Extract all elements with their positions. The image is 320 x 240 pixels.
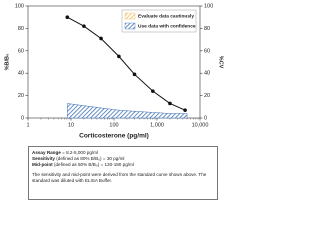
note-row: Sensitivity (defined as 80% B/B₀) = 30 p…	[32, 156, 214, 162]
legend-box	[121, 9, 197, 33]
note-label: Assay Range	[32, 150, 61, 155]
data-point	[151, 89, 155, 93]
x-tick-label: 10,000	[192, 122, 209, 128]
y-tick-label: 80	[18, 26, 24, 32]
y2-tick-label: 60	[204, 48, 210, 54]
x-tick-label: 100	[109, 122, 118, 128]
legend-label: Use data with confidence	[138, 23, 196, 29]
note-label: Mid-point	[32, 162, 53, 167]
y2-tick-label: 0	[204, 115, 207, 121]
notes-box: Assay Range = 8.2-5,000 pg/ml Sensitivit…	[28, 146, 218, 200]
curve	[67, 16, 186, 111]
x-tick-label: 10	[68, 122, 74, 128]
x-tick-label: 1,000	[150, 122, 164, 128]
y-tick-label: 40	[18, 71, 24, 77]
y2-tick-label: 80	[204, 26, 210, 32]
y2-tick-label: 100	[204, 3, 213, 9]
y-tick-label: 100	[15, 3, 24, 9]
data-point	[132, 72, 137, 77]
data-point	[99, 36, 103, 41]
y2-tick-label: 40	[204, 71, 210, 77]
y-tick-label: 20	[18, 93, 24, 99]
legend-swatch	[124, 22, 136, 30]
note-text: = 8.2-5,000 pg/ml	[62, 150, 99, 155]
chart: %B/B₀ %CV Corticosterone (pg/ml) 1 10 100 1…	[4, 3, 224, 140]
footnote: The sensitivity and mid-point were deriv…	[32, 172, 207, 183]
y-axis-label: %B/B₀	[4, 53, 10, 70]
y2-axis-label: %CV	[218, 56, 224, 69]
y-tick-label: 60	[18, 48, 24, 54]
note-text: (defined as 50% B/B₀) = 130-180 pg/ml	[53, 162, 134, 167]
cv-area	[67, 103, 188, 119]
legend-swatch	[124, 12, 136, 20]
note-label: Sensitivity	[32, 156, 55, 161]
data-point	[168, 101, 172, 106]
note-text: (defined as 80% B/B₀) = 30 pg/ml	[56, 156, 125, 161]
data-point	[65, 15, 70, 19]
data-point	[183, 108, 187, 112]
legend-label: Evaluate data cautiously	[138, 13, 194, 19]
data-point	[117, 54, 121, 59]
x-axis-label: Corticosterone (pg/ml)	[79, 133, 149, 140]
page: {"chart_data": {"type": "line", "y_label…	[4, 3, 224, 200]
data-point	[82, 24, 86, 28]
y-tick-label: 0	[21, 115, 24, 121]
note-row: Assay Range = 8.2-5,000 pg/ml	[32, 150, 214, 156]
note-row: Mid-point (defined as 50% B/B₀) = 130-18…	[32, 162, 214, 168]
x-tick-label: 1	[26, 122, 29, 128]
y2-tick-label: 20	[204, 93, 210, 99]
